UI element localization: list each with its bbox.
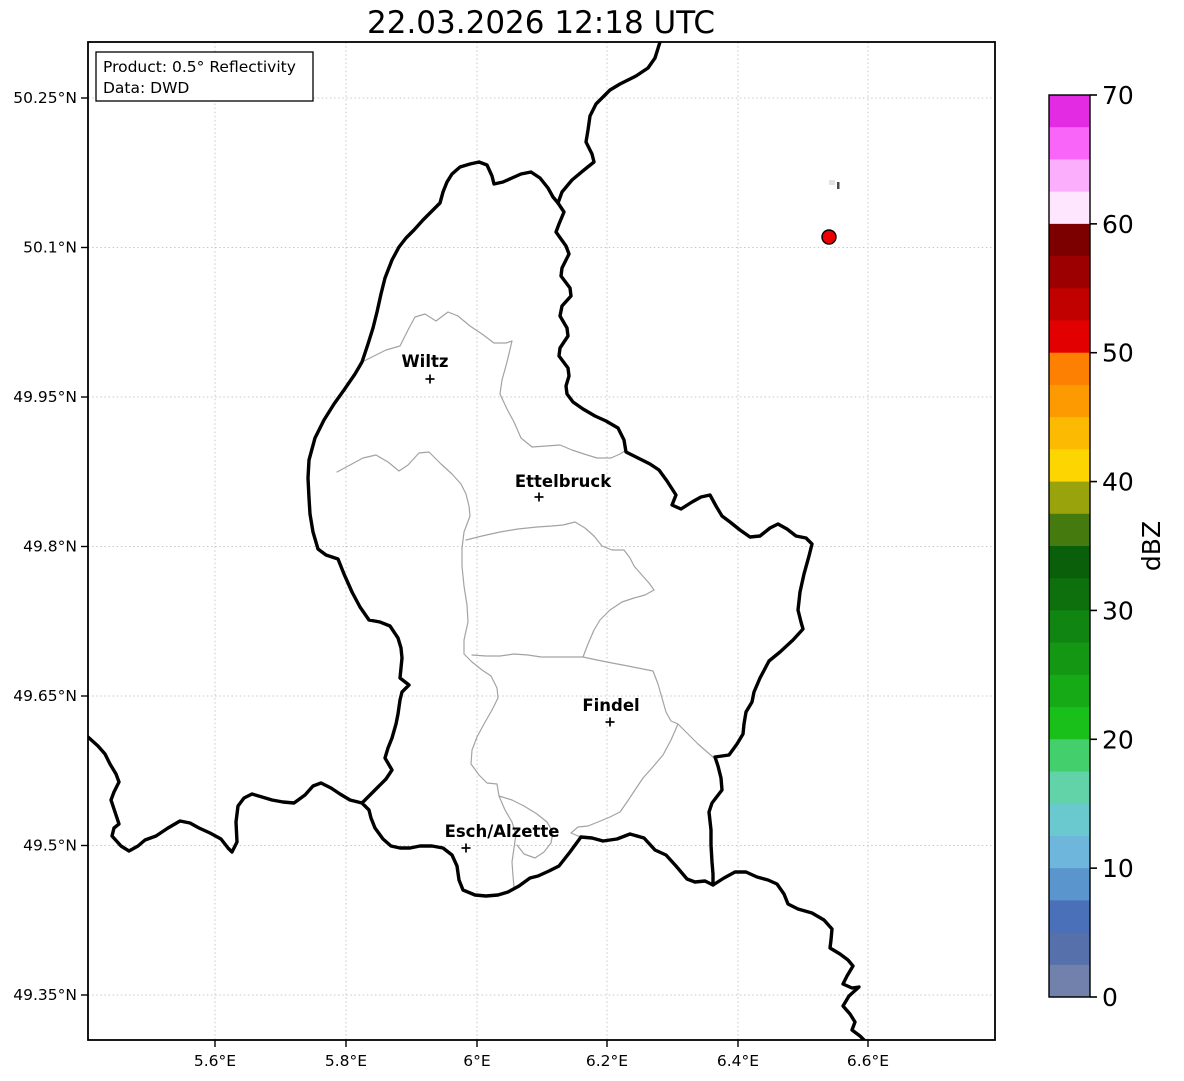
- info-box: Product: 0.5° Reflectivity Data: DWD: [95, 51, 314, 102]
- colorbar-segment: [1049, 771, 1090, 805]
- colorbar-axis-label: dBZ: [1137, 521, 1166, 571]
- city-label-ettelbruck: Ettelbruck: [515, 472, 612, 491]
- colorbar-segment: [1049, 932, 1090, 966]
- info-box-data-line: Data: DWD: [103, 79, 189, 97]
- colorbar-segment: [1049, 578, 1090, 612]
- city-markers: [425, 374, 615, 853]
- colorbar-tick-value: 40: [1102, 468, 1134, 497]
- lon-tick: 6.4°E: [717, 1052, 759, 1070]
- colorbar-segment: [1049, 739, 1090, 773]
- lon-tick: 6°E: [463, 1052, 490, 1070]
- colorbar-tick-value: 10: [1102, 854, 1134, 883]
- lon-tick: 5.8°E: [325, 1052, 367, 1070]
- colorbar-frame: [1048, 94, 1091, 998]
- lon-tick: 6.6°E: [847, 1052, 889, 1070]
- axis-tick-marks: [81, 97, 869, 1047]
- city-marker-ettelbruck: [534, 492, 544, 502]
- lat-tick: 49.35°N: [13, 986, 77, 1004]
- faint-echo-artifact: [829, 180, 840, 189]
- lat-tick-labels: 50.25°N 50.1°N 49.95°N 49.8°N 49.65°N 49…: [13, 89, 77, 1004]
- city-marker-esch: [461, 843, 471, 853]
- colorbar-segment: [1049, 384, 1090, 418]
- colorbar-tick-value: 0: [1102, 983, 1118, 1012]
- city-marker-wiltz: [425, 374, 435, 384]
- lat-tick: 49.8°N: [23, 538, 77, 556]
- lat-tick: 49.65°N: [13, 687, 77, 705]
- colorbar-segment: [1049, 900, 1090, 934]
- colorbar-segment: [1049, 707, 1090, 740]
- colorbar-segment: [1049, 288, 1090, 322]
- lon-tick-labels: 5.6°E 5.8°E 6°E 6.2°E 6.4°E 6.6°E: [194, 1052, 889, 1070]
- lon-tick: 5.6°E: [194, 1052, 236, 1070]
- colorbar-segments: [1049, 95, 1090, 998]
- lat-tick: 49.5°N: [23, 837, 77, 855]
- colorbar-segment: [1049, 835, 1090, 869]
- colorbar-tick-value: 60: [1102, 210, 1134, 239]
- lat-tick: 50.1°N: [23, 239, 77, 257]
- colorbar-segment: [1049, 610, 1090, 644]
- colorbar-segment: [1049, 159, 1090, 193]
- canton-boundaries: [336, 311, 714, 888]
- colorbar-segment: [1049, 191, 1090, 225]
- colorbar-segment: [1049, 95, 1090, 128]
- colorbar-segment: [1049, 449, 1090, 483]
- colorbar-segment: [1049, 642, 1090, 676]
- city-label-esch: Esch/Alzette: [445, 822, 560, 841]
- graticule-gridlines: [88, 42, 995, 1040]
- colorbar-tick-value: 20: [1102, 725, 1134, 754]
- city-marker-findel: [605, 717, 615, 727]
- info-box-product-line: Product: 0.5° Reflectivity: [103, 58, 296, 76]
- colorbar-segment: [1049, 964, 1090, 998]
- colorbar-segment: [1049, 868, 1090, 901]
- colorbar-tick-labels: 70 60 50 40 30 20 10 0: [1090, 81, 1134, 1012]
- colorbar-segment: [1049, 320, 1090, 354]
- map-frame: [87, 41, 996, 1041]
- city-label-findel: Findel: [582, 696, 639, 715]
- colorbar-segment: [1049, 513, 1090, 547]
- colorbar-tick-value: 70: [1102, 81, 1134, 110]
- colorbar-segment: [1049, 803, 1090, 837]
- colorbar-segment: [1049, 256, 1090, 289]
- country-borders: [88, 42, 867, 1040]
- colorbar-segment: [1049, 352, 1090, 386]
- colorbar-segment: [1049, 481, 1090, 515]
- colorbar-tick-value: 50: [1102, 339, 1134, 368]
- colorbar-segment: [1049, 417, 1090, 450]
- colorbar-segment: [1049, 546, 1090, 579]
- lat-tick: 50.25°N: [13, 89, 77, 107]
- colorbar-segment: [1049, 127, 1090, 161]
- page-title: 22.03.2026 12:18 UTC: [367, 5, 715, 41]
- lon-tick: 6.2°E: [586, 1052, 628, 1070]
- radar-echo-dot: [821, 229, 837, 245]
- lat-tick: 49.95°N: [13, 388, 77, 406]
- colorbar-segment: [1049, 674, 1090, 708]
- city-label-wiltz: Wiltz: [401, 352, 448, 371]
- colorbar-tick-value: 30: [1102, 596, 1134, 625]
- colorbar-segment: [1049, 223, 1090, 257]
